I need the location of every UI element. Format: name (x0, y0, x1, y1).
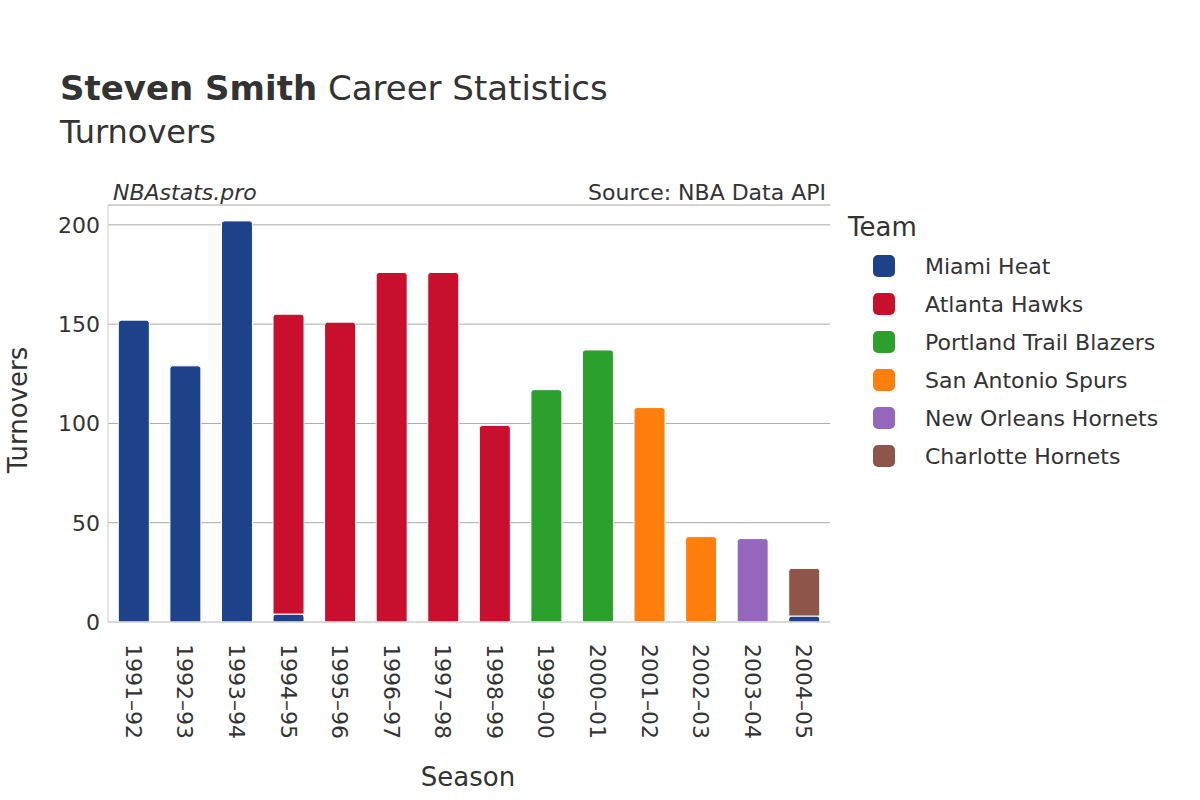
svg-text:1992–93: 1992–93 (172, 644, 197, 739)
svg-text:1994–95: 1994–95 (276, 644, 301, 739)
svg-text:1993–94: 1993–94 (224, 644, 249, 739)
svg-text:2003–04: 2003–04 (740, 644, 765, 739)
svg-text:200: 200 (58, 213, 100, 238)
svg-text:Steven Smith Career Statistics: Steven Smith Career Statistics (60, 68, 608, 108)
svg-text:1997–98: 1997–98 (430, 644, 455, 739)
svg-text:Turnovers: Turnovers (59, 113, 216, 151)
svg-text:1999–00: 1999–00 (533, 644, 558, 739)
svg-text:2002–03: 2002–03 (688, 644, 713, 739)
svg-text:San Antonio Spurs: San Antonio Spurs (925, 368, 1127, 393)
svg-text:50: 50 (72, 511, 100, 536)
svg-text:Portland Trail Blazers: Portland Trail Blazers (925, 330, 1155, 355)
svg-text:Miami Heat: Miami Heat (925, 254, 1051, 279)
svg-text:Team: Team (847, 212, 917, 242)
svg-text:1991–92: 1991–92 (121, 644, 146, 739)
svg-text:150: 150 (58, 312, 100, 337)
svg-text:NBAstats.pro: NBAstats.pro (113, 180, 257, 205)
svg-text:1998–99: 1998–99 (482, 644, 507, 739)
svg-text:Turnovers: Turnovers (8, 347, 33, 475)
svg-text:100: 100 (58, 411, 100, 436)
svg-text:Source: NBA Data API: Source: NBA Data API (588, 180, 826, 205)
svg-text:0: 0 (86, 610, 100, 635)
svg-text:2001–02: 2001–02 (637, 644, 662, 739)
svg-text:New Orleans Hornets: New Orleans Hornets (925, 406, 1158, 431)
svg-text:Atlanta Hawks: Atlanta Hawks (925, 292, 1083, 317)
svg-text:Charlotte Hornets: Charlotte Hornets (925, 444, 1120, 469)
svg-text:2000–01: 2000–01 (585, 644, 610, 739)
svg-text:2004–05: 2004–05 (791, 644, 816, 739)
svg-text:1996–97: 1996–97 (379, 644, 404, 739)
svg-text:Season: Season (421, 762, 515, 792)
svg-text:1995–96: 1995–96 (327, 644, 352, 739)
